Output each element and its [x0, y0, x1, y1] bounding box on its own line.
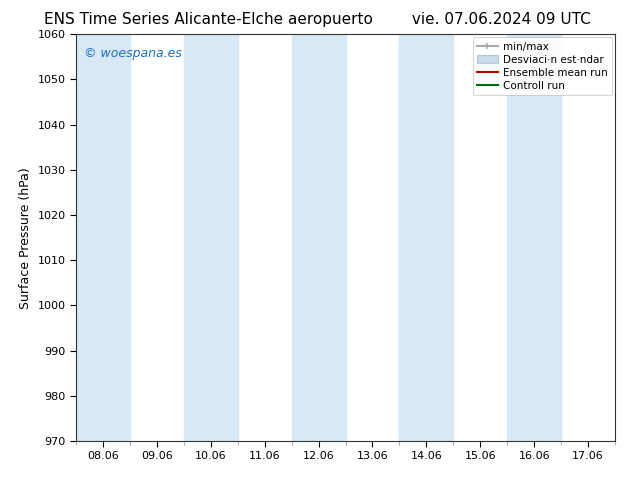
- Bar: [507, 34, 561, 441]
- Bar: [292, 34, 346, 441]
- Text: ENS Time Series Alicante-Elche aeropuerto        vie. 07.06.2024 09 UTC: ENS Time Series Alicante-Elche aeropuert…: [44, 12, 590, 27]
- Y-axis label: Surface Pressure (hPa): Surface Pressure (hPa): [19, 167, 32, 309]
- Bar: [184, 34, 238, 441]
- Legend: min/max, Desviaci·n est·ndar, Ensemble mean run, Controll run: min/max, Desviaci·n est·ndar, Ensemble m…: [473, 37, 612, 95]
- Text: © woespana.es: © woespana.es: [84, 47, 182, 59]
- Bar: [76, 34, 130, 441]
- Bar: [399, 34, 453, 441]
